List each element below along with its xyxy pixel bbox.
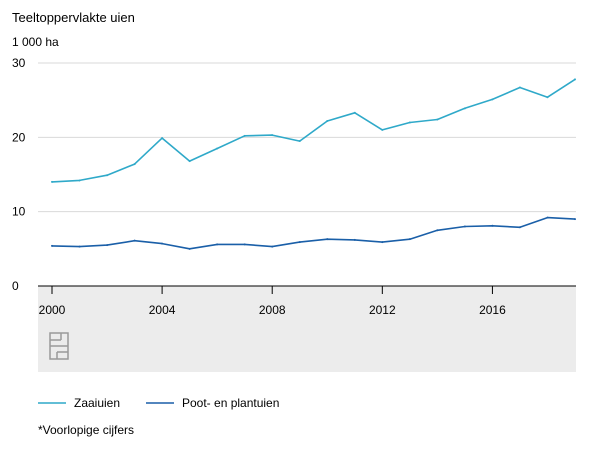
y-tick-label: 10 xyxy=(12,205,26,219)
x-tick-labels: 2000 2004 2008 2012 2016 xyxy=(39,286,506,317)
data-point xyxy=(408,121,411,124)
data-point xyxy=(298,241,301,244)
series-line-1 xyxy=(51,216,576,250)
data-point xyxy=(436,229,439,232)
x-axis-band xyxy=(38,286,576,372)
legend-label: Poot- en plantuien xyxy=(182,396,279,410)
data-point xyxy=(216,243,219,246)
data-point xyxy=(271,245,274,248)
data-point xyxy=(408,238,411,241)
data-point xyxy=(271,134,274,137)
data-point xyxy=(381,128,384,131)
data-point xyxy=(436,118,439,121)
data-point xyxy=(463,107,466,110)
legend: Zaaiuien Poot- en plantuien xyxy=(38,396,279,410)
data-point xyxy=(78,245,81,248)
chart-title: Teeltoppervlakte uien xyxy=(12,10,135,25)
data-point xyxy=(188,160,191,163)
data-point xyxy=(216,147,219,150)
data-point xyxy=(106,244,109,247)
data-point xyxy=(326,119,329,122)
data-point xyxy=(243,134,246,137)
data-point xyxy=(51,244,53,247)
data-point xyxy=(353,238,356,241)
gridlines xyxy=(38,62,576,287)
data-point xyxy=(574,78,576,81)
x-tick-label: 2012 xyxy=(369,303,396,317)
data-point xyxy=(243,243,246,246)
series-lines xyxy=(51,78,576,250)
x-tick-label: 2000 xyxy=(39,303,66,317)
data-point xyxy=(546,216,549,219)
data-point xyxy=(133,163,136,166)
y-tick-label: 20 xyxy=(12,130,26,144)
data-point xyxy=(518,226,521,229)
data-point xyxy=(78,179,81,182)
data-point xyxy=(161,242,164,245)
y-tick-labels: 0 10 20 30 xyxy=(12,56,26,293)
footnote: *Voorlopige cijfers xyxy=(38,423,134,437)
unit-label: 1 000 ha xyxy=(12,35,59,49)
cbs-logo-icon xyxy=(49,332,69,360)
x-tick-label: 2004 xyxy=(149,303,176,317)
data-point xyxy=(298,140,301,143)
data-point xyxy=(161,137,164,140)
data-point xyxy=(546,96,549,99)
y-tick-label: 30 xyxy=(12,56,26,70)
data-point xyxy=(133,239,136,242)
series-line-0 xyxy=(51,78,576,183)
data-point xyxy=(574,218,576,221)
data-point xyxy=(491,224,494,227)
data-point xyxy=(188,247,191,250)
data-point xyxy=(353,111,356,114)
x-tick-label: 2008 xyxy=(259,303,286,317)
data-point xyxy=(51,180,53,183)
data-point xyxy=(381,241,384,244)
data-point xyxy=(491,98,494,101)
x-tick-label: 2016 xyxy=(479,303,506,317)
legend-label: Zaaiuien xyxy=(74,396,120,410)
data-point xyxy=(518,86,521,89)
data-point xyxy=(463,225,466,228)
y-tick-label: 0 xyxy=(12,279,19,293)
data-point xyxy=(106,174,109,177)
data-point xyxy=(326,238,329,241)
